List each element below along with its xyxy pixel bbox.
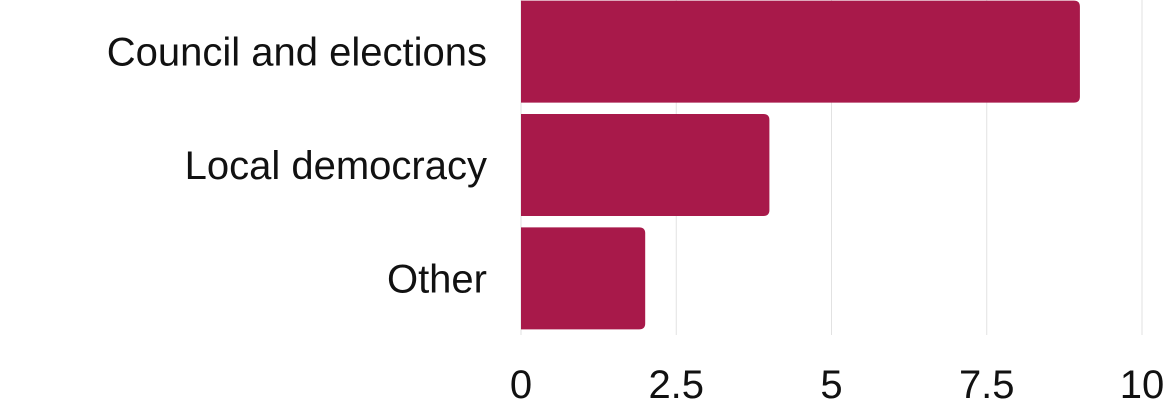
bar: [521, 227, 646, 330]
x-tick-label: 10: [1120, 363, 1165, 407]
bars: [521, 0, 1080, 330]
bar: [521, 0, 1080, 103]
bar: [521, 114, 770, 216]
x-axis-tick-labels: 0 2.5 5 7.5 10: [510, 363, 1164, 407]
category-label: Local democracy: [185, 144, 487, 188]
x-tick-label: 0: [510, 363, 532, 407]
category-label: Council and elections: [107, 31, 487, 75]
x-tick-label: 5: [820, 363, 842, 407]
x-tick-label: 2.5: [648, 363, 704, 407]
x-tick-label: 7.5: [959, 363, 1015, 407]
category-labels: Council and elections Local democracy Othe…: [107, 31, 487, 302]
category-label: Other: [387, 257, 487, 301]
